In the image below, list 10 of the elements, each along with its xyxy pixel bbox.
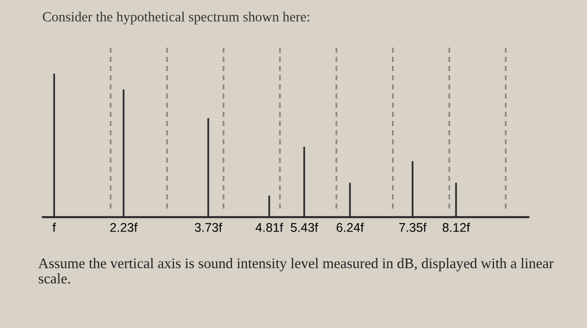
- x-tick-label: 6.24f: [336, 222, 364, 232]
- x-tick-label: f: [52, 222, 56, 232]
- x-tick-label: 7.35f: [399, 222, 427, 232]
- x-tick-label: 3.73f: [194, 222, 222, 232]
- x-tick-label: 4.81f: [256, 222, 284, 232]
- text: Assume the vertical axis is sound intensity level measured in dB, displayed with a linear scale.: [38, 258, 554, 284]
- chart-title: Consider the hypothetical spectrum shown here:: [42, 12, 310, 24]
- x-tick-label: 8.12f: [442, 222, 470, 232]
- x-tick-label: 2.23f: [110, 222, 138, 232]
- x-tick-label: 5.43f: [290, 222, 318, 232]
